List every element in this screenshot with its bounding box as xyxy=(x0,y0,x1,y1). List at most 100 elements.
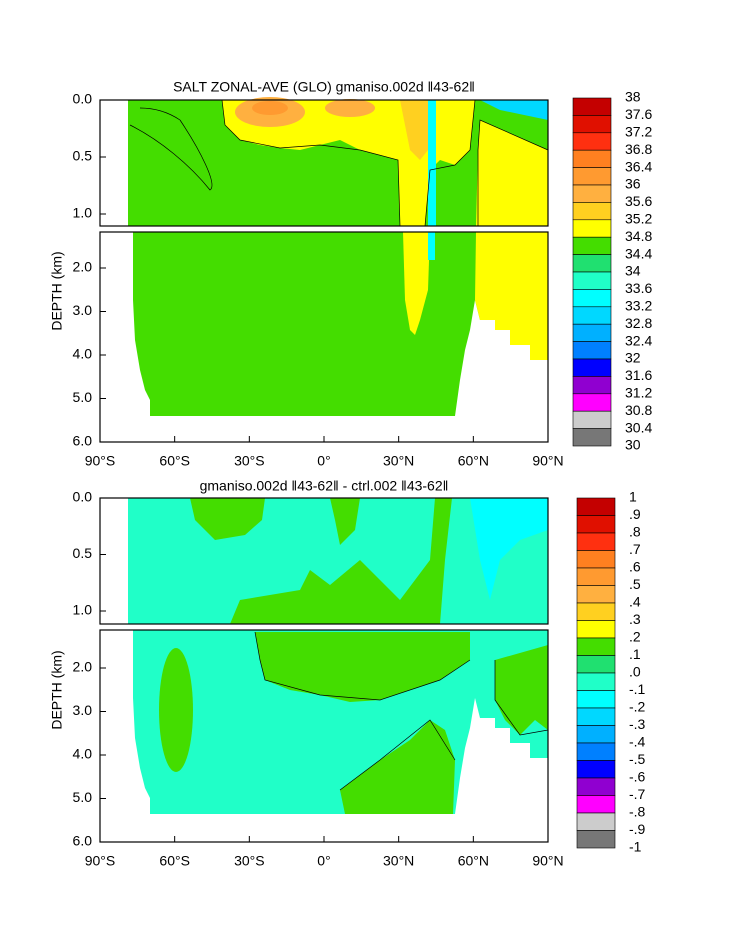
colorbar-bin xyxy=(572,393,612,412)
y-tick-label: 0.0 xyxy=(73,91,93,107)
field xyxy=(428,100,436,226)
field xyxy=(428,232,435,260)
colorbar-bin xyxy=(576,690,616,709)
colorbar-label: -.2 xyxy=(629,699,646,715)
colorbar-label: -.3 xyxy=(629,716,646,732)
contour-line xyxy=(221,99,549,227)
colorbar-bin xyxy=(572,236,612,255)
y-tick-label: 4.0 xyxy=(73,746,93,762)
plot-frame xyxy=(99,99,549,227)
colorbar-bin xyxy=(576,795,616,814)
x-tick-label: 0° xyxy=(317,453,330,469)
colorbar-bin xyxy=(572,323,612,342)
field xyxy=(330,498,360,545)
colorbar-label: 36.8 xyxy=(625,141,652,157)
colorbar-bin xyxy=(572,254,612,273)
y-tick-label: 0.5 xyxy=(73,545,93,561)
colorbar-label: 35.6 xyxy=(625,193,652,209)
colorbar-label: -.7 xyxy=(629,786,646,802)
colorbar-bin xyxy=(576,515,616,534)
y-axis-label: DEPTH (km) xyxy=(49,251,65,330)
y-tick-label: 5.0 xyxy=(73,389,93,405)
colorbar-bin xyxy=(576,812,616,831)
field xyxy=(400,100,428,160)
field xyxy=(470,498,548,600)
field xyxy=(495,645,548,735)
colorbar-label: 36 xyxy=(625,176,641,192)
colorbar-label: 33.2 xyxy=(625,298,652,314)
colorbar-label: 34.8 xyxy=(625,228,652,244)
field xyxy=(255,632,470,702)
x-tick-label: 90°N xyxy=(532,853,563,869)
colorbar-bin xyxy=(576,742,616,761)
colorbar-bin xyxy=(572,115,612,134)
y-tick-label: 3.0 xyxy=(73,702,93,718)
x-tick-label: 30°S xyxy=(234,853,265,869)
colorbar-bin xyxy=(576,672,616,691)
y-tick-label: 6.0 xyxy=(73,433,93,449)
chart-title: gmaniso.002d ‖43-62‖ - ctrl.002 ‖43-62‖ xyxy=(200,478,449,494)
colorbar-bin xyxy=(576,707,616,726)
colorbar-label: .2 xyxy=(629,629,641,645)
y-tick-label: 0.0 xyxy=(73,489,93,505)
y-tick-label: 2.0 xyxy=(73,659,93,675)
colorbar-bin xyxy=(576,532,616,551)
colorbar-bin xyxy=(576,760,616,779)
colorbar-label: 37.6 xyxy=(625,106,652,122)
colorbar-bin xyxy=(576,830,616,849)
colorbar-label: 32.4 xyxy=(625,332,652,348)
colorbar-label: -.6 xyxy=(629,769,646,785)
field xyxy=(480,100,548,120)
colorbar-label: 1 xyxy=(629,489,637,505)
colorbar-bin xyxy=(576,655,616,674)
colorbar-label: 36.4 xyxy=(625,158,652,174)
y-tick-label: 1.0 xyxy=(73,602,93,618)
colorbar-bin xyxy=(576,620,616,639)
colorbar-bin xyxy=(572,306,612,325)
plot-frame xyxy=(99,497,549,625)
field xyxy=(475,232,548,360)
colorbar-label: 34 xyxy=(625,263,641,279)
field xyxy=(325,99,375,117)
y-tick-label: 4.0 xyxy=(73,346,93,362)
x-tick-label: 60°S xyxy=(159,853,190,869)
colorbar-bin xyxy=(572,202,612,221)
colorbar-bin xyxy=(572,167,612,186)
colorbar-bin xyxy=(572,289,612,308)
colorbar-label: .4 xyxy=(629,594,641,610)
colorbar-label: .5 xyxy=(629,576,641,592)
colorbar-label: -.5 xyxy=(629,751,646,767)
colorbar-label: .3 xyxy=(629,611,641,627)
colorbar-label: .7 xyxy=(629,541,641,557)
colorbar-label: 30.8 xyxy=(625,402,652,418)
colorbar-label: .0 xyxy=(629,664,641,680)
x-tick-label: 30°N xyxy=(383,853,414,869)
field xyxy=(252,101,288,115)
contour-line xyxy=(254,631,549,791)
contour-field-top xyxy=(128,97,549,416)
colorbar-bin xyxy=(576,602,616,621)
colorbar-bin xyxy=(572,341,612,360)
contour-field-bottom xyxy=(128,498,549,814)
colorbar-bin xyxy=(572,132,612,151)
contour-line xyxy=(129,107,213,191)
colorbar-bin xyxy=(572,219,612,238)
colorbar-label: 31.2 xyxy=(625,385,652,401)
field xyxy=(230,498,452,624)
x-tick-label: 90°S xyxy=(85,853,116,869)
colorbar-bin xyxy=(576,550,616,569)
y-tick-label: 2.0 xyxy=(73,259,93,275)
colorbar-bin xyxy=(576,497,616,516)
colorbar-bin xyxy=(576,585,616,604)
colorbar-bin xyxy=(576,567,616,586)
colorbar-label: -.4 xyxy=(629,734,646,750)
field xyxy=(159,648,193,772)
colorbar-bin xyxy=(572,410,612,429)
colorbar-label: -1 xyxy=(629,839,642,855)
colorbar-bin xyxy=(572,428,612,447)
colorbar-label: 30.4 xyxy=(625,419,652,435)
colorbar-label: 32.8 xyxy=(625,315,652,331)
colorbar-bin xyxy=(572,376,612,395)
colorbar-label: 35.2 xyxy=(625,211,652,227)
